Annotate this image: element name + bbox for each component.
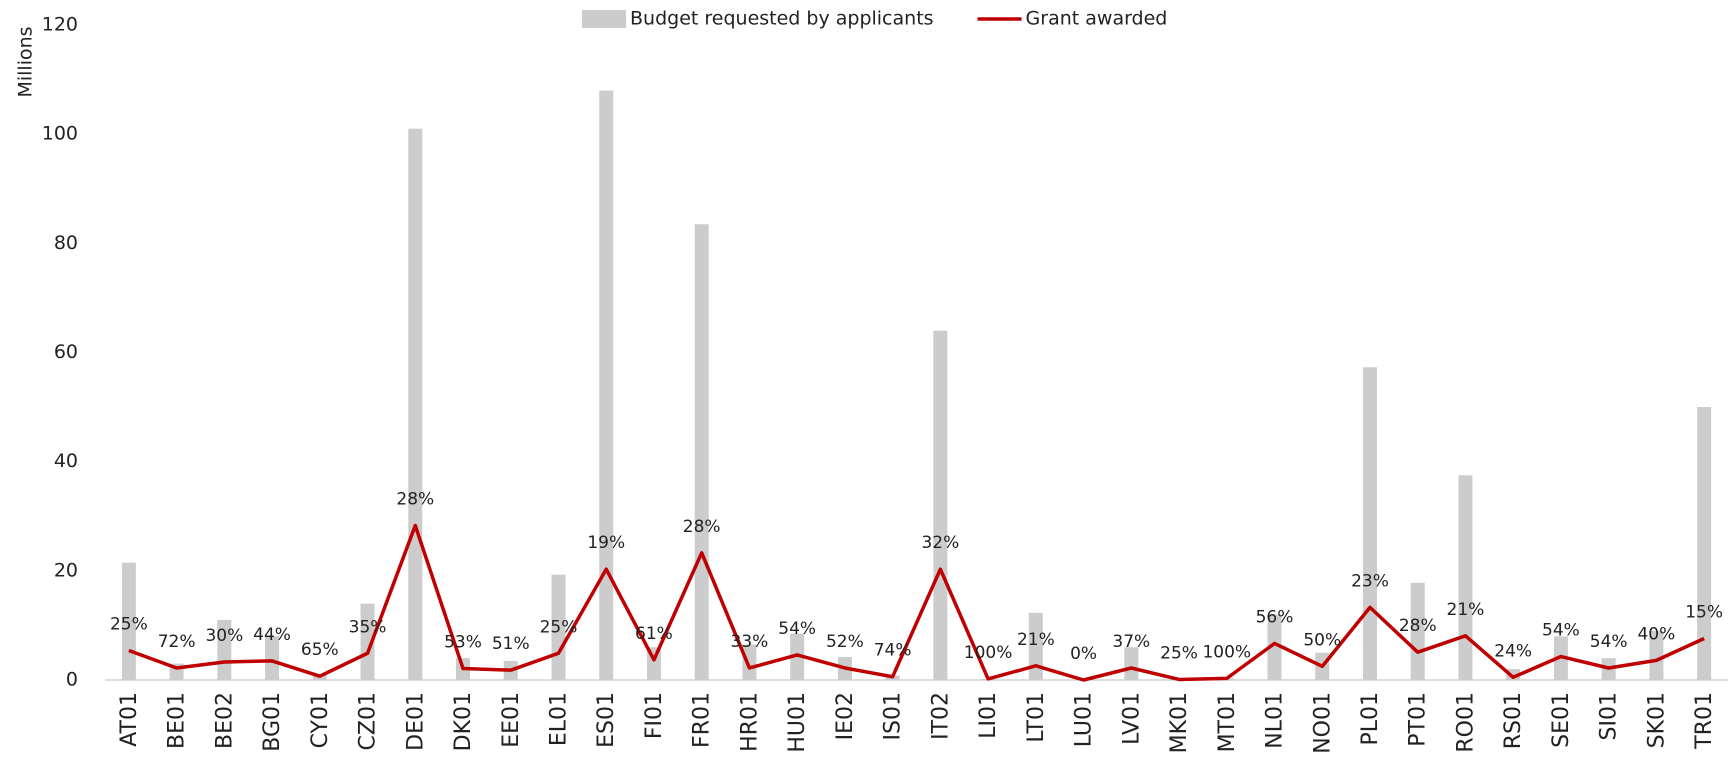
data-label: 23% (1351, 571, 1389, 591)
data-label: 100% (964, 643, 1013, 663)
data-label: 32% (921, 533, 959, 553)
data-label: 28% (683, 517, 721, 537)
x-tick-label: IT02 (928, 692, 953, 740)
bar (1410, 582, 1425, 680)
x-tick-label: FR01 (690, 692, 715, 748)
x-tick-label: SK01 (1644, 692, 1669, 748)
y-axis-label: Millions (15, 26, 37, 97)
data-label: 53% (444, 633, 482, 653)
data-label: 50% (1303, 630, 1341, 650)
data-label: 52% (826, 632, 864, 652)
data-label: 25% (1160, 643, 1198, 663)
x-tick-label: CZ01 (356, 692, 381, 750)
x-tick-label: HU01 (785, 692, 810, 753)
x-tick-label: RS01 (1501, 692, 1526, 749)
bar (217, 619, 232, 680)
x-tick-label: BG01 (260, 692, 285, 752)
data-label: 25% (110, 615, 148, 635)
bar (790, 633, 805, 680)
x-tick-label: ES01 (594, 692, 619, 748)
x-tick-label: PL01 (1358, 692, 1383, 746)
x-tick-label: MK01 (1167, 692, 1192, 753)
x-tick-label: IE02 (833, 692, 858, 740)
data-label: 54% (1542, 621, 1580, 641)
bar (1506, 669, 1521, 680)
bar (1697, 407, 1712, 680)
bar (694, 224, 709, 680)
data-label: 51% (492, 634, 530, 654)
bar (1124, 647, 1139, 680)
x-tick-label: DK01 (451, 692, 476, 751)
x-tick-label: LT01 (1024, 692, 1049, 743)
x-tick-label: FI01 (642, 692, 667, 739)
legend-label: Budget requested by applicants (630, 8, 934, 30)
x-tick-label: AT01 (117, 692, 142, 747)
legend-swatch (582, 10, 626, 28)
y-tick-label: 0 (66, 669, 78, 691)
line (128, 523, 1705, 682)
bar (742, 644, 757, 680)
data-label: 74% (874, 641, 912, 661)
y-tick-label: 60 (54, 341, 78, 363)
data-label: 44% (253, 625, 291, 645)
x-tick-label: RO01 (1453, 692, 1478, 753)
x-tick-label: HR01 (737, 692, 762, 752)
data-label: 33% (731, 632, 769, 652)
bar (1649, 630, 1664, 680)
data-label: 40% (1637, 624, 1675, 644)
data-label: 21% (1447, 600, 1485, 620)
bar (1458, 475, 1473, 680)
bar (1267, 614, 1282, 680)
bar (599, 90, 614, 680)
x-tick-label: LV01 (1119, 692, 1144, 745)
data-label: 35% (349, 617, 387, 637)
x-tick-label: PT01 (1406, 692, 1431, 747)
data-label: 0% (1070, 644, 1097, 664)
bar (408, 128, 423, 681)
x-tick-label: SI01 (1597, 692, 1622, 740)
x-tick-label: EL01 (546, 692, 571, 746)
data-label: 56% (1256, 607, 1294, 627)
bar (1362, 367, 1377, 680)
x-tick-label: NO01 (1310, 692, 1335, 754)
y-tick-label: 40 (54, 450, 78, 472)
x-tick-label: BE02 (212, 692, 237, 749)
x-tick-label: TR01 (1692, 692, 1717, 750)
x-tick-label: IS01 (881, 692, 906, 740)
data-label: 25% (540, 617, 578, 637)
x-tick-label: LI01 (976, 692, 1001, 739)
y-tick-label: 100 (42, 123, 78, 145)
x-tick-label: BE01 (165, 692, 190, 749)
bar (1028, 612, 1043, 680)
y-tick-label: 120 (42, 14, 78, 36)
y-tick-label: 20 (54, 559, 78, 581)
data-label: 28% (1399, 616, 1437, 636)
x-tick-label: MT01 (1215, 692, 1240, 752)
x-tick-label: NL01 (1263, 692, 1288, 749)
data-label: 37% (1112, 632, 1150, 652)
data-label: 100% (1202, 642, 1251, 662)
data-label: 72% (158, 632, 196, 652)
data-label: 24% (1494, 641, 1532, 661)
legend-label: Grant awarded (1026, 8, 1168, 30)
data-label: 15% (1685, 603, 1723, 623)
data-label: 65% (301, 640, 339, 660)
data-label: 21% (1017, 630, 1055, 650)
x-tick-label: LU01 (1072, 692, 1097, 747)
x-tick-label: CY01 (308, 692, 333, 748)
data-label: 30% (205, 626, 243, 646)
x-tick-label: SE01 (1549, 692, 1574, 748)
data-label: 54% (778, 619, 816, 639)
data-label: 19% (587, 533, 625, 553)
y-tick-label: 80 (54, 232, 78, 254)
data-label: 61% (635, 624, 673, 644)
data-label: 54% (1590, 632, 1628, 652)
bar (360, 603, 375, 680)
bar (265, 636, 280, 680)
bar (933, 330, 948, 680)
x-tick-label: DE01 (403, 692, 428, 751)
data-label: 28% (396, 490, 434, 510)
x-tick-label: EE01 (499, 692, 524, 748)
